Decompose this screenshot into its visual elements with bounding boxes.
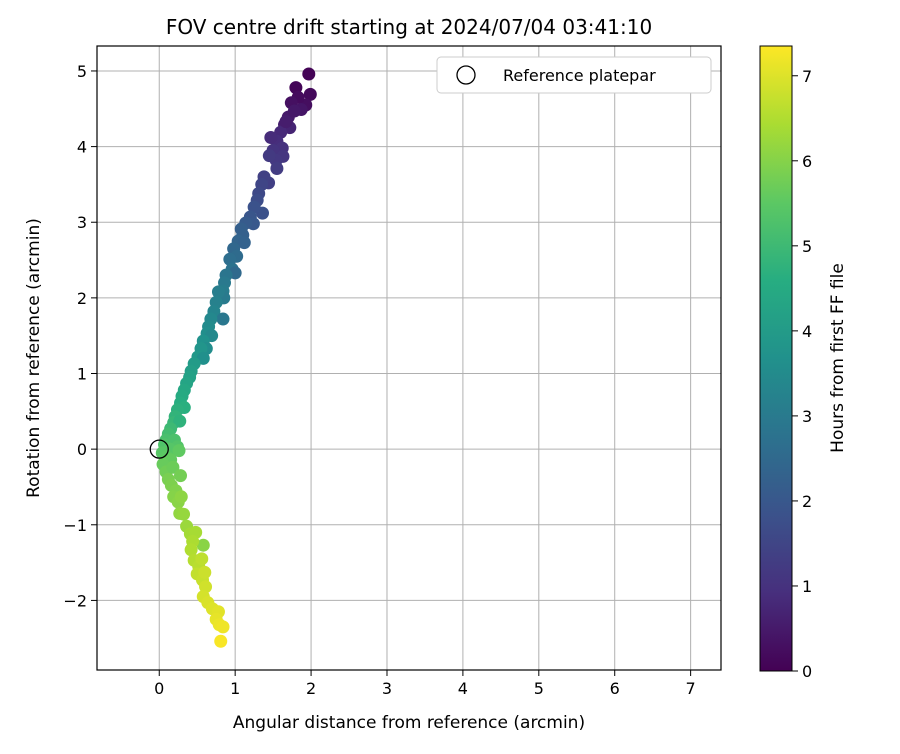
colorbar-tick-label: 3 [802,407,812,426]
data-point [172,444,186,458]
data-point [270,162,284,176]
plot-frame [96,45,722,671]
data-point [196,538,210,552]
data-point [177,507,191,521]
data-point [214,634,228,648]
colorbar-tick-label: 1 [802,577,812,596]
data-point [223,252,237,266]
colorbar-tick-label: 6 [802,152,812,171]
y-tick-label: −1 [63,516,87,535]
reference-platepar-marker [149,439,169,459]
y-tick-label: 4 [77,138,87,157]
data-point [303,87,317,101]
colorbar-tick-label: 4 [802,322,812,341]
y-tick-label: 3 [77,213,87,232]
x-tick-label: 7 [686,679,696,698]
x-tick-label: 1 [230,679,240,698]
chart-title: FOV centre drift starting at 2024/07/04 … [166,15,652,39]
colorbar-gradient [759,45,793,672]
data-points [155,67,317,648]
data-point [262,149,276,163]
data-point [247,200,261,214]
data-point [199,580,213,594]
data-point [198,565,212,579]
x-tick-label: 6 [610,679,620,698]
data-point [287,104,301,118]
data-point [302,67,316,81]
x-tick-label: 2 [306,679,316,698]
colorbar-ticks: 0 1 2 3 4 5 6 7 [792,67,812,681]
reference-marker-group [149,439,169,459]
data-point [173,414,187,428]
data-point [237,236,251,250]
y-tick-label: 0 [77,440,87,459]
legend-marker [456,65,476,85]
colorbar: 0 1 2 3 4 5 6 7 Hours from first FF file [759,45,848,681]
data-point [289,81,303,95]
data-point [184,543,198,557]
x-tick-label: 5 [534,679,544,698]
colorbar-label: Hours from first FF file [828,263,848,453]
data-point [166,460,180,474]
data-point [174,469,188,483]
colorbar-tick-label: 0 [802,662,812,681]
y-axis: −2 −1 0 1 2 3 4 5 [63,62,97,610]
data-point [211,285,225,299]
y-tick-label: −2 [63,591,87,610]
data-point [279,115,293,129]
y-tick-label: 2 [77,289,87,308]
legend-entry-reference-platepar: Reference platepar [503,66,656,85]
x-tick-label: 4 [458,679,468,698]
data-point [264,131,278,145]
x-axis: 0 1 2 3 4 5 6 7 [154,670,696,698]
y-axis-label: Rotation from reference (arcmin) [24,218,44,498]
x-axis-label: Angular distance from reference (arcmin) [233,713,585,733]
y-tick-label: 5 [77,62,87,81]
data-point [216,620,230,634]
x-tick-label: 3 [382,679,392,698]
colorbar-tick-label: 2 [802,492,812,511]
grid-lines [97,46,721,670]
data-point [174,490,188,504]
data-point [195,552,209,566]
y-tick-label: 1 [77,365,87,384]
data-point [216,312,230,326]
legend: Reference platepar [436,56,712,94]
colorbar-tick-label: 5 [802,237,812,256]
legend-box [436,56,712,94]
colorbar-tick-label: 7 [802,67,812,86]
x-tick-label: 0 [154,679,164,698]
